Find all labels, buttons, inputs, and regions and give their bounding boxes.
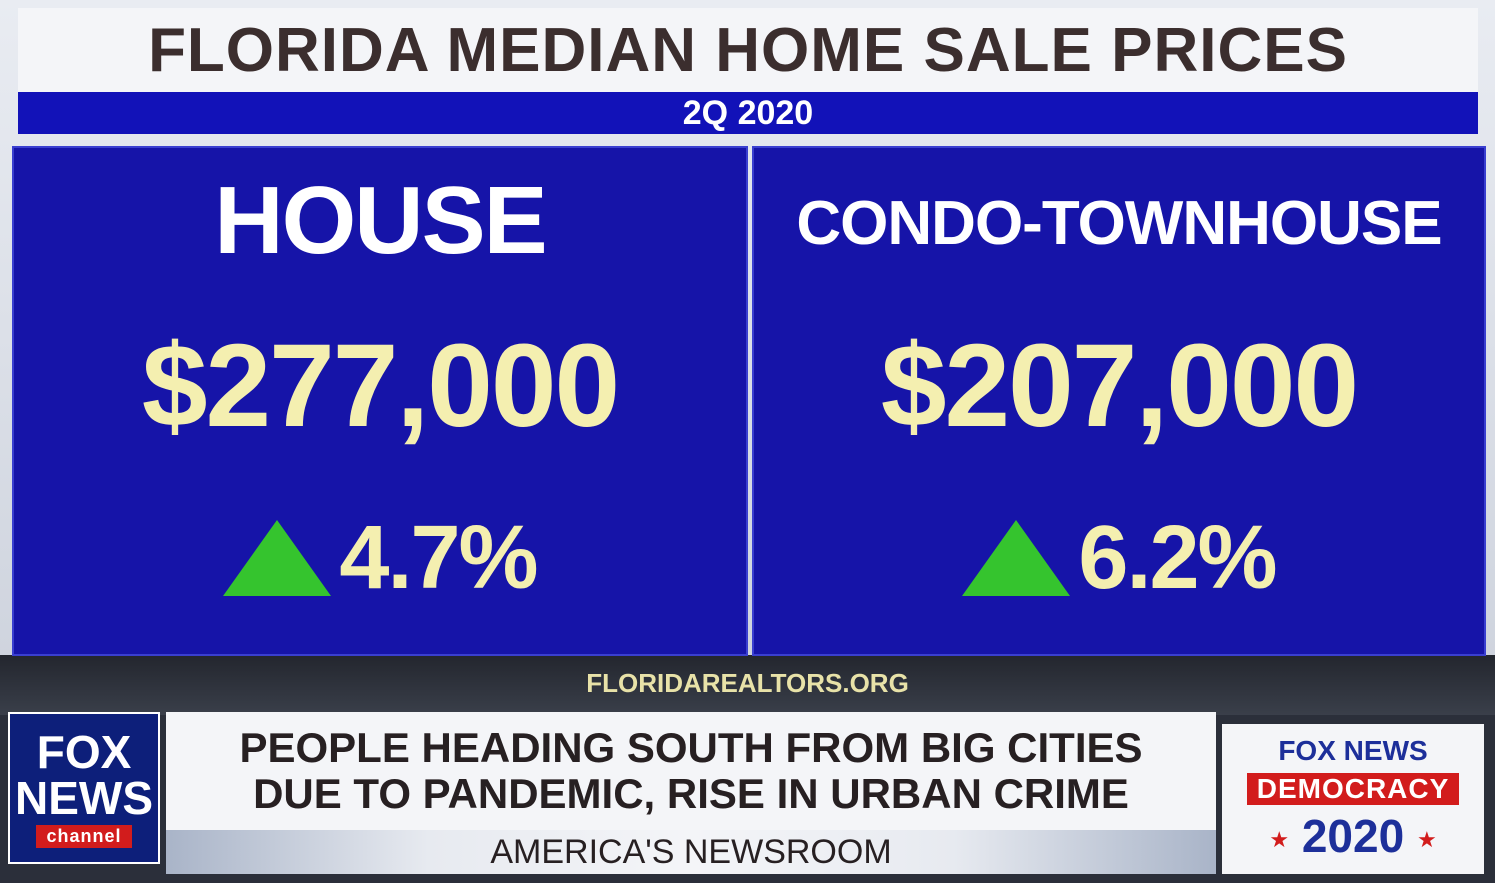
house-change: 4.7% <box>14 508 746 608</box>
graphic-title: FLORIDA MEDIAN HOME SALE PRICES <box>18 8 1478 92</box>
condo-panel: CONDO-TOWNHOUSE $207,000 6.2% <box>752 146 1486 656</box>
house-price: $277,000 <box>141 320 620 452</box>
show-name: AMERICA'S NEWSROOM <box>166 830 1216 874</box>
logo-channel-text: channel <box>36 824 132 848</box>
headline-line-2: DUE TO PANDEMIC, RISE IN URBAN CRIME <box>253 770 1129 817</box>
background-mid <box>0 655 1495 715</box>
democracy-label: DEMOCRACY <box>1246 773 1460 805</box>
house-label: HOUSE <box>214 167 547 274</box>
period-label: 2Q 2020 <box>18 92 1478 134</box>
logo-fox-text: FOX <box>36 725 132 778</box>
headline-line-1: PEOPLE HEADING SOUTH FROM BIG CITIES <box>239 724 1143 771</box>
democracy-brand: FOX NEWS <box>1278 735 1428 766</box>
condo-price: $207,000 <box>880 320 1359 452</box>
condo-label: CONDO-TOWNHOUSE <box>796 189 1442 258</box>
fox-news-logo: FOX NEWS channel <box>8 712 160 864</box>
star-icon: ★ <box>1269 826 1290 852</box>
up-arrow-icon <box>962 520 1071 596</box>
condo-change: 6.2% <box>754 508 1484 608</box>
headline-banner: PEOPLE HEADING SOUTH FROM BIG CITIES DUE… <box>166 712 1216 830</box>
logo-news-text: NEWS <box>15 771 153 824</box>
house-change-percent: 4.7% <box>339 507 538 608</box>
democracy-year-row: ★ 2020 ★ <box>1269 809 1436 863</box>
house-panel: HOUSE $277,000 4.7% <box>12 146 748 656</box>
star-icon: ★ <box>1416 826 1437 852</box>
up-arrow-icon <box>223 520 332 596</box>
condo-change-percent: 6.2% <box>1078 507 1277 608</box>
democracy-2020-logo: FOX NEWS DEMOCRACY ★ 2020 ★ <box>1222 724 1484 874</box>
source-label: FLORIDAREALTORS.ORG <box>586 668 909 698</box>
democracy-year: 2020 <box>1301 810 1405 862</box>
